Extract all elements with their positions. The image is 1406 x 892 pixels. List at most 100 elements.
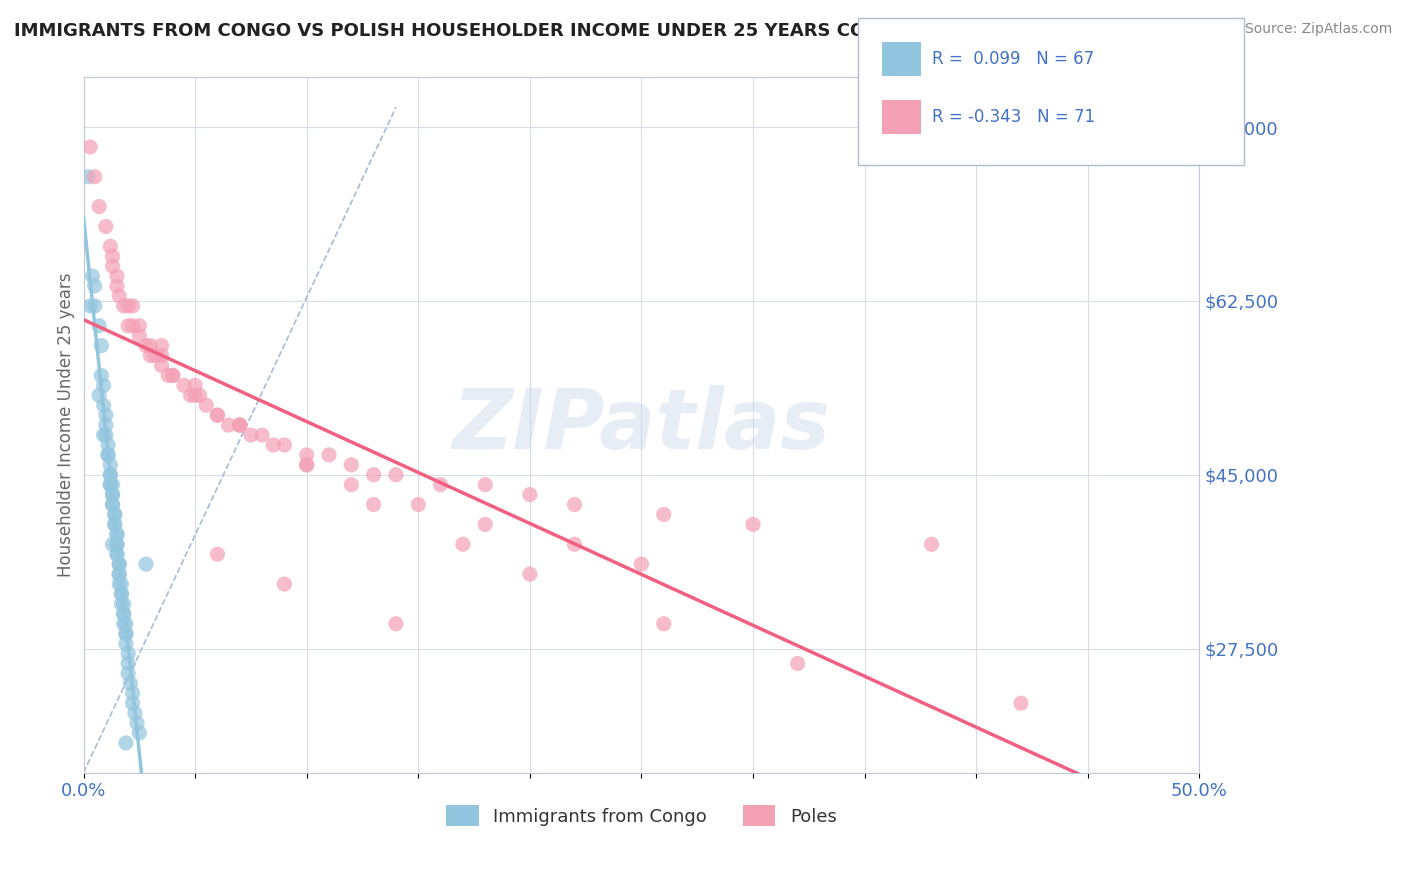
Point	[94, 428, 117, 442]
Point	[150, 338, 173, 352]
Point	[98, 458, 121, 472]
Point	[97, 438, 120, 452]
Point	[101, 477, 124, 491]
Point	[121, 318, 143, 333]
Point	[652, 508, 675, 522]
Point	[120, 676, 142, 690]
Text: Source: ZipAtlas.com: Source: ZipAtlas.com	[1244, 22, 1392, 37]
Point	[135, 338, 157, 352]
Point	[90, 338, 112, 352]
Point	[742, 517, 765, 532]
Point	[128, 328, 150, 343]
Point	[98, 467, 121, 482]
Point	[429, 477, 451, 491]
Point	[273, 438, 295, 452]
Point	[93, 428, 115, 442]
Point	[101, 249, 124, 263]
Point	[98, 467, 121, 482]
Point	[207, 547, 229, 561]
Point	[105, 279, 128, 293]
Point	[101, 488, 124, 502]
Point	[124, 706, 146, 720]
Point	[218, 418, 240, 433]
Point	[630, 557, 652, 571]
Point	[115, 637, 138, 651]
Point	[125, 716, 148, 731]
Point	[105, 269, 128, 284]
Point	[363, 498, 385, 512]
Point	[207, 408, 229, 422]
Point	[97, 448, 120, 462]
Point	[340, 477, 363, 491]
Point	[1010, 696, 1032, 710]
Point	[101, 537, 124, 551]
Point	[162, 368, 184, 383]
Point	[101, 498, 124, 512]
Text: R = -0.343   N = 71: R = -0.343 N = 71	[932, 108, 1095, 126]
Point	[295, 448, 318, 462]
Point	[104, 508, 127, 522]
Point	[108, 567, 131, 582]
Point	[94, 219, 117, 234]
Point	[117, 299, 139, 313]
Point	[112, 616, 135, 631]
Point	[250, 428, 273, 442]
Point	[564, 498, 586, 512]
Point	[108, 577, 131, 591]
Point	[101, 498, 124, 512]
Point	[104, 508, 127, 522]
Point	[112, 597, 135, 611]
Point	[273, 577, 295, 591]
Point	[195, 398, 218, 412]
Point	[105, 537, 128, 551]
Point	[117, 318, 139, 333]
Point	[786, 657, 808, 671]
Point	[101, 488, 124, 502]
Point	[128, 318, 150, 333]
Point	[98, 477, 121, 491]
Point	[117, 647, 139, 661]
Point	[173, 378, 195, 392]
Point	[363, 467, 385, 482]
Point	[83, 169, 105, 184]
Point	[104, 517, 127, 532]
Point	[406, 498, 429, 512]
Point	[117, 666, 139, 681]
Point	[115, 626, 138, 640]
Point	[98, 239, 121, 253]
Text: IMMIGRANTS FROM CONGO VS POLISH HOUSEHOLDER INCOME UNDER 25 YEARS CORRELATION CH: IMMIGRANTS FROM CONGO VS POLISH HOUSEHOL…	[14, 22, 1052, 40]
Point	[162, 368, 184, 383]
Point	[262, 438, 284, 452]
Point	[89, 200, 111, 214]
Point	[108, 557, 131, 571]
Point	[451, 537, 474, 551]
Point	[180, 388, 202, 402]
Text: ZIPatlas: ZIPatlas	[453, 384, 831, 466]
Point	[105, 537, 128, 551]
Point	[385, 467, 408, 482]
Point	[79, 140, 101, 154]
Point	[139, 349, 162, 363]
Legend: Immigrants from Congo, Poles: Immigrants from Congo, Poles	[439, 798, 844, 833]
Y-axis label: Householder Income Under 25 years: Householder Income Under 25 years	[58, 273, 75, 577]
Point	[184, 388, 207, 402]
Point	[318, 448, 340, 462]
Point	[564, 537, 586, 551]
Point	[110, 577, 132, 591]
Point	[104, 517, 127, 532]
Point	[94, 408, 117, 422]
Point	[112, 299, 135, 313]
Point	[157, 368, 180, 383]
Point	[112, 607, 135, 621]
Point	[117, 657, 139, 671]
Point	[110, 587, 132, 601]
Point	[105, 547, 128, 561]
Point	[184, 378, 207, 392]
Point	[652, 616, 675, 631]
Point	[150, 349, 173, 363]
Point	[108, 289, 131, 303]
Point	[108, 567, 131, 582]
Point	[121, 696, 143, 710]
Point	[519, 567, 541, 582]
Point	[112, 607, 135, 621]
